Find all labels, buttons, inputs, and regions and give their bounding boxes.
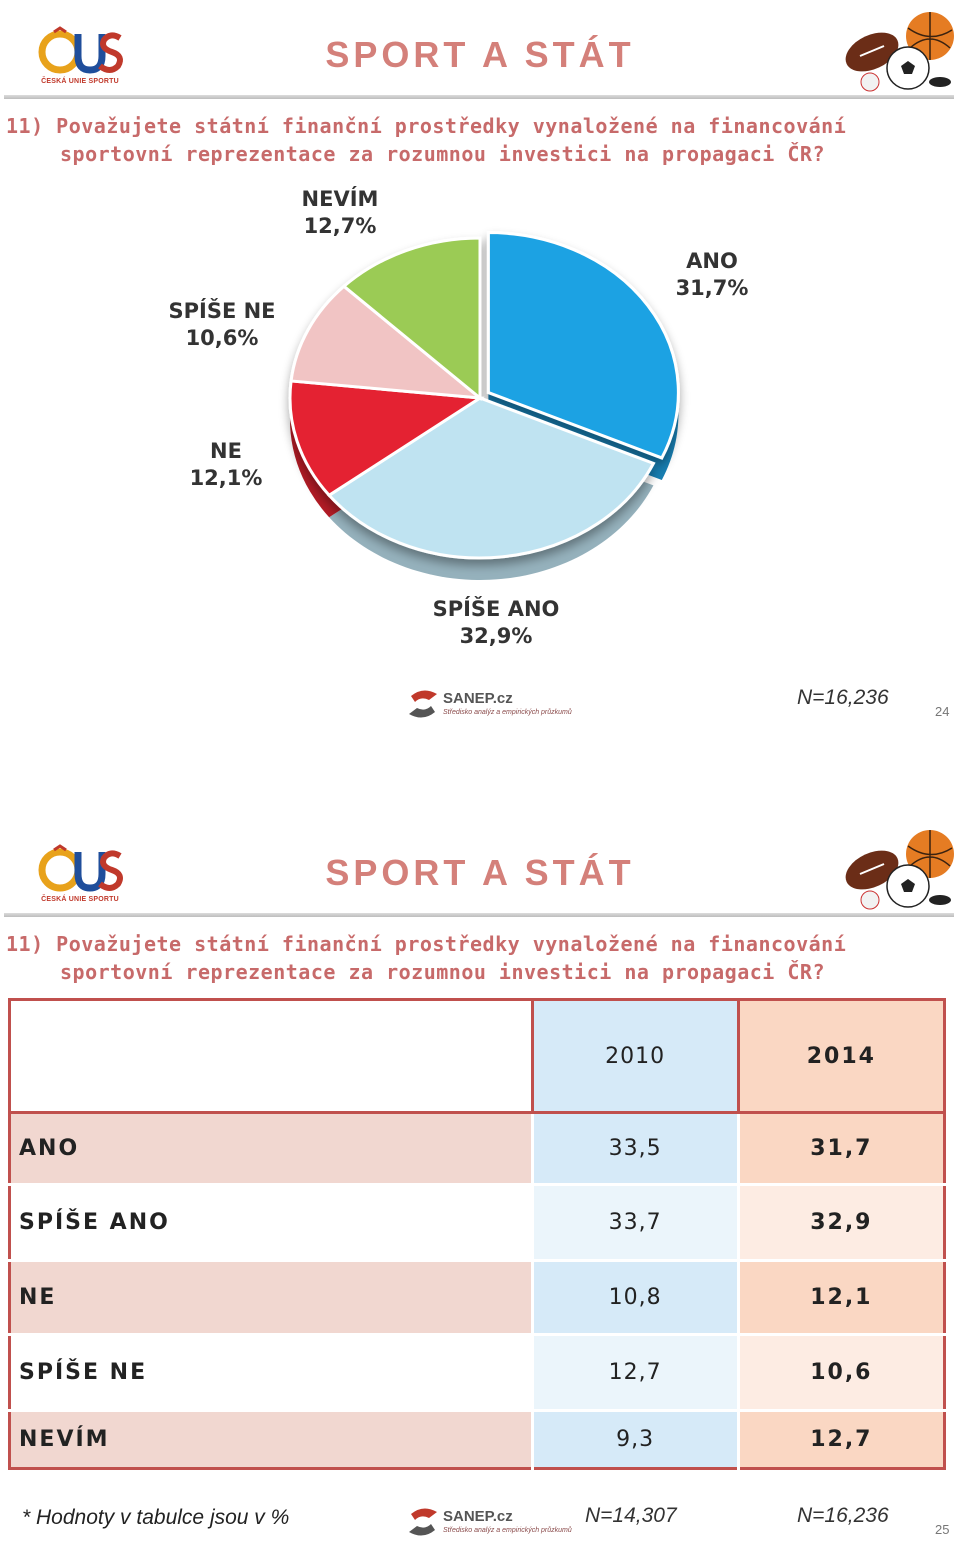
sample-size-2010: N=14,307: [585, 1504, 677, 1527]
table-header-empty: [9, 999, 533, 1114]
pie-slice-spíše-ano: [326, 396, 656, 560]
footnote: * Hodnoty v tabulce jsou v %: [22, 1506, 290, 1529]
pie-slice-spíše-ne: [289, 284, 485, 400]
ceska-unie-sportu-logo: ČESKÁ UNIE SPORTU: [34, 24, 126, 90]
slice-category-label: NE: [210, 439, 242, 463]
slice-category-label: NEVÍM: [302, 186, 379, 211]
title-divider: [4, 913, 954, 917]
value-2014: 12,7: [736, 1409, 945, 1469]
value-2014: 31,7: [736, 1111, 945, 1185]
value-2010: 10,8: [530, 1259, 739, 1335]
sample-size-2014: N=16,236: [797, 1504, 889, 1527]
page-number: 25: [935, 1522, 950, 1537]
pie-slice-ano: [486, 231, 680, 460]
slice-value-label: 32,9%: [460, 624, 533, 648]
row-label: SPÍŠE ANO: [9, 1183, 533, 1261]
comparison-table: 2010 2014 ANO 33,5 31,7 SPÍŠE ANO 33,7 3…: [8, 998, 946, 1470]
pie-slice-ne: [288, 379, 485, 498]
pie-slice-nevím: [341, 236, 482, 402]
table-header-2014: 2014: [736, 999, 945, 1114]
slice-value-label: 10,6%: [186, 326, 259, 350]
table-row: SPÍŠE ANO 33,7 32,9: [9, 1183, 945, 1261]
table-row: ANO 33,5 31,7: [9, 1111, 945, 1185]
table-header-row: 2010 2014: [9, 999, 945, 1114]
value-2010: 12,7: [530, 1333, 739, 1411]
question-line-2: sportovní reprezentace za rozumnou inves…: [60, 960, 826, 984]
value-2014: 32,9: [736, 1183, 945, 1261]
sanep-logo: SANEP.cz Středisko analýz a empirických …: [405, 684, 572, 724]
value-2014: 10,6: [736, 1333, 945, 1411]
value-2014: 12,1: [736, 1259, 945, 1335]
slide-24: ČESKÁ UNIE SPORTU SPORT A STÁT 11) Považ…: [0, 0, 960, 730]
slice-category-label: SPÍŠE ANO: [433, 596, 560, 621]
sanep-logo: SANEP.cz Středisko analýz a empirických …: [405, 1502, 572, 1542]
table-row: NEVÍM 9,3 12,7: [9, 1409, 945, 1469]
value-2010: 33,7: [530, 1183, 739, 1261]
table-row: SPÍŠE NE 12,7 10,6: [9, 1333, 945, 1411]
question-text: 11) Považujete státní finanční prostředk…: [6, 930, 946, 986]
slice-category-label: ANO: [686, 249, 738, 273]
slice-value-label: 12,1%: [190, 466, 263, 490]
row-label: NEVÍM: [9, 1409, 533, 1469]
ceska-unie-sportu-logo: ČESKÁ UNIE SPORTU: [34, 842, 126, 908]
page-number: 24: [935, 704, 950, 719]
slide-25: ČESKÁ UNIE SPORTU SPORT A STÁT 11) Považ…: [0, 818, 960, 1548]
question-line-2: sportovní reprezentace za rozumnou inves…: [60, 142, 826, 166]
row-label: ANO: [9, 1111, 533, 1185]
value-2010: 33,5: [530, 1111, 739, 1185]
question-line-1: 11) Považujete státní finanční prostředk…: [6, 114, 847, 138]
sanep-mark-icon: [409, 690, 437, 718]
slice-value-label: 31,7%: [676, 276, 749, 300]
slide-title: SPORT A STÁT: [325, 34, 635, 75]
slide-title: SPORT A STÁT: [325, 852, 635, 893]
sample-size-note: N=16,236: [797, 686, 889, 709]
question-line-1: 11) Považujete státní finanční prostředk…: [6, 932, 847, 956]
slice-category-label: SPÍŠE NE: [168, 298, 275, 323]
table-header-2010: 2010: [530, 999, 739, 1114]
title-divider: [4, 95, 954, 99]
sanep-mark-icon: [409, 1508, 437, 1536]
row-label: SPÍŠE NE: [9, 1333, 533, 1411]
pie-chart: ANO 31,7% SPÍŠE ANO 32,9% NE 12,1% SPÍŠE NE 10,…: [168, 186, 749, 648]
row-label: NE: [9, 1259, 533, 1335]
value-2010: 9,3: [530, 1409, 739, 1469]
sports-balls-icon: [845, 12, 954, 92]
question-text: 11) Považujete státní finanční prostředk…: [6, 112, 946, 168]
slice-value-label: 12,7%: [304, 214, 377, 238]
table-row: NE 10,8 12,1: [9, 1259, 945, 1335]
sports-balls-icon: [845, 830, 954, 910]
